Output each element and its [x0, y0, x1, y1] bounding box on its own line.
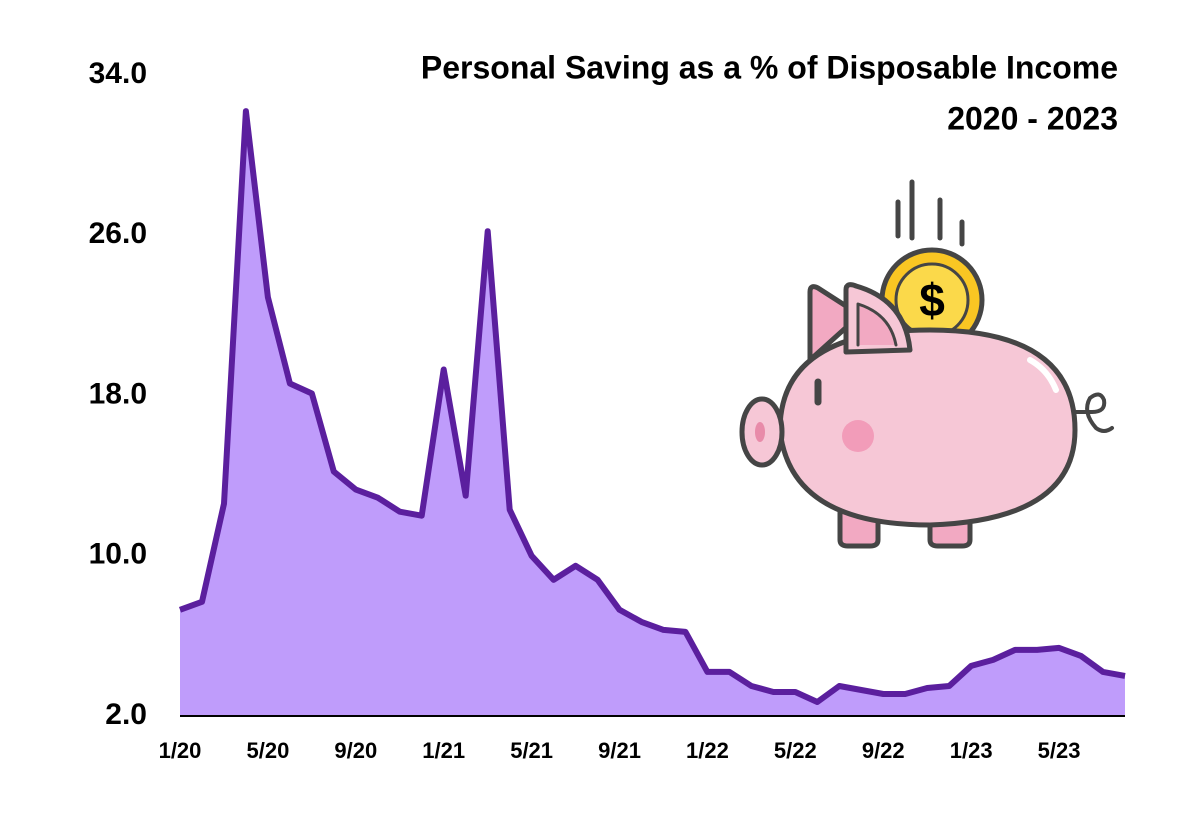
x-tick-label: 5/21: [510, 738, 553, 763]
pig-tail: [1073, 392, 1114, 433]
y-tick-label: 34.0: [89, 57, 147, 90]
x-tick-label: 1/23: [950, 738, 993, 763]
y-tick-label: 10.0: [89, 538, 147, 571]
nostril: [755, 422, 765, 442]
line: [178, 108, 1126, 705]
x-tick-label: 9/22: [862, 738, 905, 763]
x-tick-label: 1/21: [422, 738, 465, 763]
piggy-bank-illustration: $: [739, 179, 1114, 549]
pig-cheek: [842, 420, 874, 452]
chart-subtitle: 2020 - 2023: [947, 100, 1118, 136]
x-tick-label: 5/23: [1038, 738, 1081, 763]
pig-ear: [807, 284, 863, 363]
pig-ear-inner: [856, 302, 898, 347]
area-fill: [180, 111, 1125, 717]
x-tick-label: 5/20: [246, 738, 289, 763]
x-tick-label: 5/22: [774, 738, 817, 763]
x-tick-label: 9/20: [334, 738, 377, 763]
x-tick-label: 1/22: [686, 738, 729, 763]
x-tick-label: 9/21: [598, 738, 641, 763]
y-tick-label: 2.0: [105, 698, 147, 731]
y-tick-label: 26.0: [89, 217, 147, 250]
x-tick-label: 1/20: [159, 738, 202, 763]
pig-highlight: [1027, 357, 1059, 393]
coin-symbol: $: [919, 274, 945, 326]
chart-title: Personal Saving as a % of Disposable Inc…: [421, 49, 1118, 85]
y-tick-label: 18.0: [89, 377, 147, 410]
